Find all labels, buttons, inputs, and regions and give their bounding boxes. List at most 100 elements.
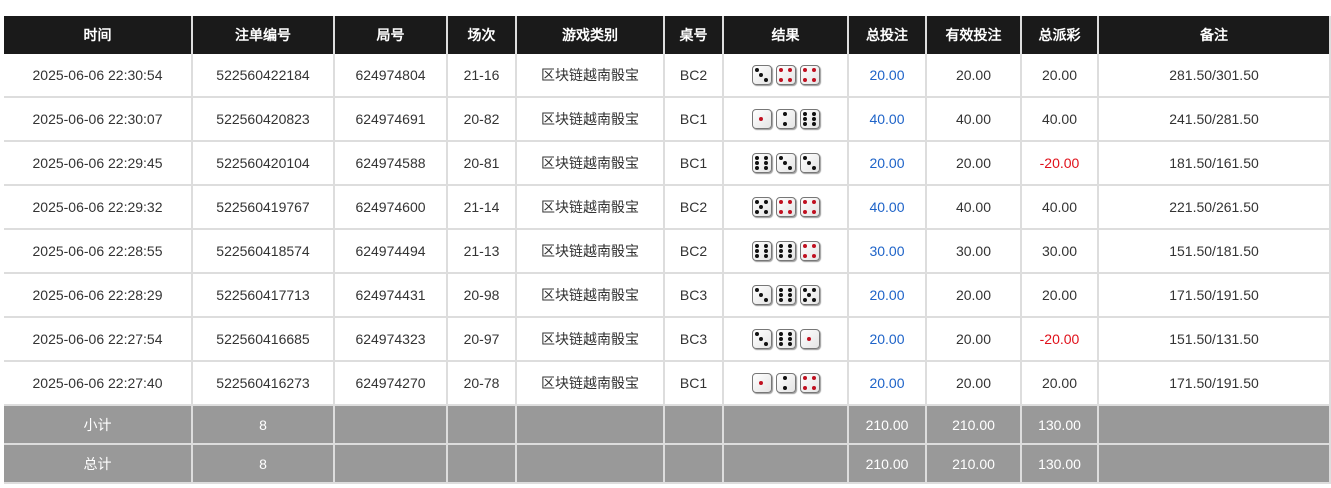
bet-id-cell: 522560420823	[192, 97, 335, 142]
game-cell: 区块链越南骰宝	[516, 54, 665, 98]
round-cell: 624974804	[334, 54, 448, 98]
summary-count: 8	[192, 405, 335, 445]
table-cell: BC2	[664, 54, 724, 98]
summary-payout: 130.00	[1021, 444, 1099, 484]
column-header: 桌号	[664, 16, 724, 54]
dice-4-icon	[799, 241, 820, 261]
summary-total-bet: 210.00	[848, 405, 927, 445]
empty-cell	[1098, 405, 1331, 445]
bet-id-cell: 522560419767	[192, 185, 335, 230]
result-cell	[723, 273, 849, 318]
column-header: 注单编号	[192, 16, 335, 54]
note-cell: 171.50/191.50	[1098, 361, 1331, 406]
game-cell: 区块链越南骰宝	[516, 229, 665, 274]
time-cell: 2025-06-06 22:29:32	[4, 185, 193, 230]
table-row: 2025-06-06 22:28:29 522560417713 624974431…	[4, 273, 1331, 318]
dice-4-icon	[799, 65, 820, 85]
dice-6-icon	[799, 109, 820, 129]
summary-label: 总计	[4, 444, 193, 484]
round-cell: 624974691	[334, 97, 448, 142]
table-row: 2025-06-06 22:27:54 522560416685 624974323…	[4, 317, 1331, 362]
total-bet-cell: 20.00	[848, 317, 927, 362]
valid-bet-cell: 20.00	[926, 273, 1022, 318]
dice-6-icon	[751, 241, 772, 261]
game-cell: 区块链越南骰宝	[516, 97, 665, 142]
dice-3-icon	[751, 65, 772, 85]
game-cell: 区块链越南骰宝	[516, 141, 665, 186]
empty-cell	[447, 405, 517, 445]
payout-cell: -20.00	[1021, 317, 1099, 362]
total-bet-cell: 20.00	[848, 141, 927, 186]
empty-cell	[516, 444, 665, 484]
dice-6-icon	[751, 153, 772, 173]
time-cell: 2025-06-06 22:30:07	[4, 97, 193, 142]
dice-1-icon	[751, 109, 772, 129]
payout-cell: -20.00	[1021, 141, 1099, 186]
bet-id-cell: 522560418574	[192, 229, 335, 274]
session-cell: 20-98	[447, 273, 517, 318]
bet-id-cell: 522560416273	[192, 361, 335, 406]
time-cell: 2025-06-06 22:27:54	[4, 317, 193, 362]
summary-label: 小计	[4, 405, 193, 445]
total-bet-cell: 40.00	[848, 185, 927, 230]
summary-valid-bet: 210.00	[926, 405, 1022, 445]
result-cell	[723, 317, 849, 362]
session-cell: 20-78	[447, 361, 517, 406]
dice-4-icon	[799, 373, 820, 393]
column-header: 总投注	[848, 16, 927, 54]
note-cell: 171.50/191.50	[1098, 273, 1331, 318]
summary-count: 8	[192, 444, 335, 484]
round-cell: 624974270	[334, 361, 448, 406]
empty-cell	[723, 444, 849, 484]
dice-2-icon	[775, 373, 796, 393]
result-cell	[723, 141, 849, 186]
bet-id-cell: 522560422184	[192, 54, 335, 98]
bet-history-table: 时间 注单编号 局号 场次 游戏类别 桌号 结果 总投注 有效投注 总派彩 备注 2025-06-0…	[4, 16, 1331, 484]
session-cell: 20-81	[447, 141, 517, 186]
dice-1-icon	[751, 373, 772, 393]
dice-4-icon	[799, 197, 820, 217]
table-cell: BC1	[664, 361, 724, 406]
session-cell: 20-82	[447, 97, 517, 142]
empty-cell	[664, 405, 724, 445]
bet-id-cell: 522560416685	[192, 317, 335, 362]
note-cell: 151.50/131.50	[1098, 317, 1331, 362]
table-cell: BC1	[664, 141, 724, 186]
note-cell: 241.50/281.50	[1098, 97, 1331, 142]
empty-cell	[334, 405, 448, 445]
dice-3-icon	[751, 329, 772, 349]
empty-cell	[1098, 444, 1331, 484]
valid-bet-cell: 30.00	[926, 229, 1022, 274]
table-cell: BC1	[664, 97, 724, 142]
round-cell: 624974323	[334, 317, 448, 362]
payout-cell: 20.00	[1021, 361, 1099, 406]
note-cell: 181.50/161.50	[1098, 141, 1331, 186]
result-cell	[723, 97, 849, 142]
valid-bet-cell: 40.00	[926, 185, 1022, 230]
dice-5-icon	[799, 285, 820, 305]
total-bet-cell: 30.00	[848, 229, 927, 274]
table-cell: BC2	[664, 229, 724, 274]
note-cell: 281.50/301.50	[1098, 54, 1331, 98]
bet-id-cell: 522560417713	[192, 273, 335, 318]
session-cell: 21-13	[447, 229, 517, 274]
game-cell: 区块链越南骰宝	[516, 361, 665, 406]
result-cell	[723, 361, 849, 406]
payout-cell: 30.00	[1021, 229, 1099, 274]
time-cell: 2025-06-06 22:28:55	[4, 229, 193, 274]
dice-3-icon	[751, 285, 772, 305]
table-row: 2025-06-06 22:29:32 522560419767 624974600…	[4, 185, 1331, 230]
table-header: 时间 注单编号 局号 场次 游戏类别 桌号 结果 总投注 有效投注 总派彩 备注	[4, 16, 1331, 54]
table-row: 2025-06-06 22:30:07 522560420823 624974691…	[4, 97, 1331, 142]
round-cell: 624974600	[334, 185, 448, 230]
valid-bet-cell: 20.00	[926, 361, 1022, 406]
payout-cell: 20.00	[1021, 273, 1099, 318]
time-cell: 2025-06-06 22:28:29	[4, 273, 193, 318]
session-cell: 21-14	[447, 185, 517, 230]
dice-6-icon	[775, 241, 796, 261]
round-cell: 624974494	[334, 229, 448, 274]
round-cell: 624974431	[334, 273, 448, 318]
game-cell: 区块链越南骰宝	[516, 273, 665, 318]
dice-5-icon	[751, 197, 772, 217]
column-header: 局号	[334, 16, 448, 54]
